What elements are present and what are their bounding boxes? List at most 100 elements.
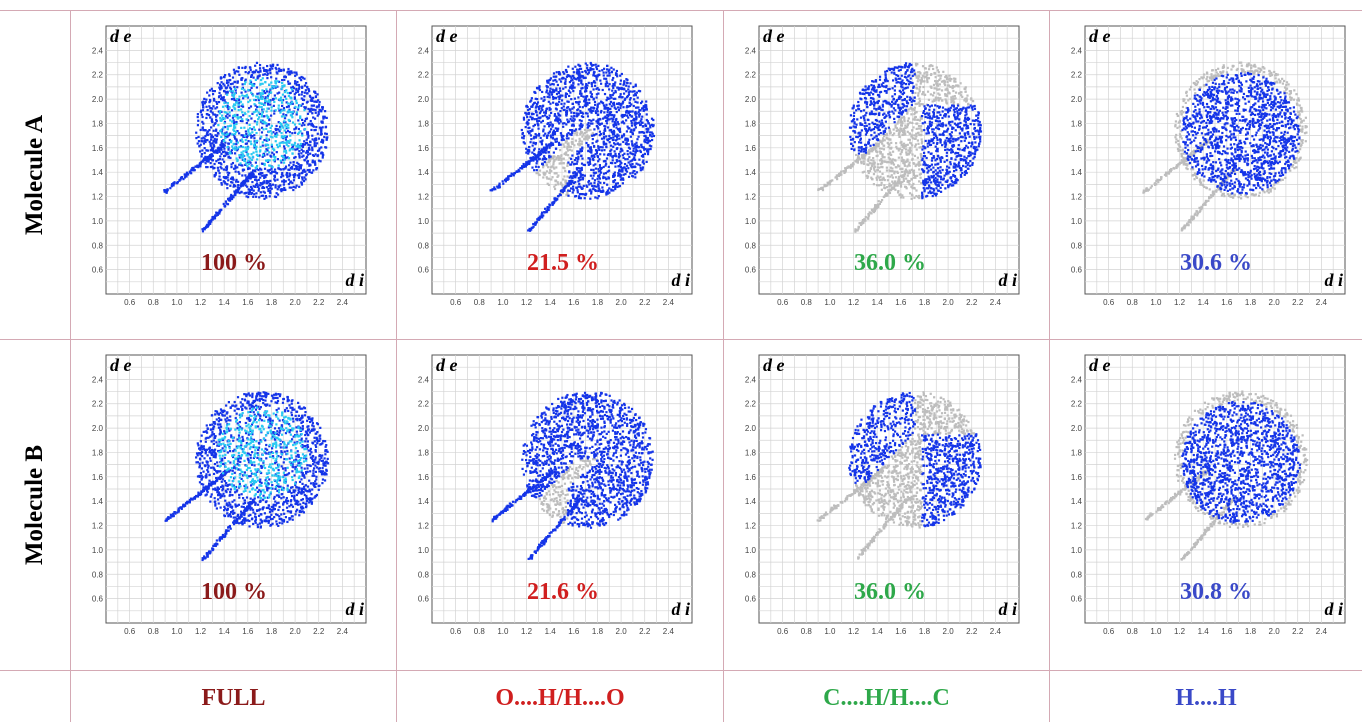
x-tick-label: 1.8 — [266, 298, 278, 307]
scatter-point-grey — [872, 210, 874, 212]
scatter-point-blue — [226, 79, 228, 81]
scatter-point-grey — [829, 183, 831, 185]
scatter-point-grey — [868, 156, 870, 158]
scatter-point-blue — [624, 98, 626, 100]
scatter-point-cyan — [244, 160, 246, 162]
scatter-point-grey — [881, 178, 883, 180]
scatter-point-grey — [563, 158, 565, 160]
scatter-point-blue — [549, 124, 551, 126]
scatter-point-cyan — [223, 140, 225, 142]
scatter-point-blue — [608, 192, 610, 194]
scatter-point-cyan — [227, 102, 229, 104]
scatter-point-grey — [889, 132, 891, 134]
scatter-point-blue — [574, 163, 576, 165]
scatter-point-blue — [625, 85, 627, 87]
scatter-point-blue — [593, 80, 595, 82]
scatter-point-blue — [225, 176, 227, 178]
scatter-point-blue — [233, 186, 235, 188]
scatter-point-blue — [269, 183, 271, 185]
scatter-point-blue — [254, 186, 256, 188]
scatter-point-grey — [881, 153, 883, 155]
scatter-point-blue — [528, 119, 530, 121]
scatter-point-blue — [213, 163, 215, 165]
scatter-point-cyan — [287, 124, 289, 126]
scatter-point-cyan — [291, 88, 293, 90]
scatter-point-blue — [603, 173, 605, 175]
scatter-point-blue — [251, 176, 253, 178]
scatter-point-blue — [626, 110, 628, 112]
scatter-point-blue — [549, 115, 551, 117]
scatter-point-blue — [566, 107, 568, 109]
scatter-point-cyan — [294, 142, 296, 144]
scatter-point-grey — [897, 148, 899, 150]
scatter-point-blue — [305, 142, 307, 144]
scatter-point-blue — [579, 124, 581, 126]
scatter-point-grey — [878, 167, 880, 169]
scatter-point-blue — [264, 92, 266, 94]
scatter-point-blue — [587, 115, 589, 117]
scatter-point-blue — [207, 109, 209, 111]
scatter-point-grey — [875, 204, 877, 206]
scatter-point-grey — [850, 165, 852, 167]
scatter-point-blue — [570, 181, 572, 183]
scatter-point-grey — [549, 169, 551, 171]
scatter-point-blue — [608, 114, 610, 116]
scatter-point-grey — [886, 194, 888, 196]
scatter-point-blue — [294, 93, 296, 95]
scatter-point-grey — [913, 174, 915, 176]
scatter-point-blue — [631, 175, 633, 177]
scatter-point-blue — [562, 126, 564, 128]
scatter-point-blue — [309, 108, 311, 110]
scatter-point-grey — [884, 194, 886, 196]
scatter-point-blue — [581, 169, 583, 171]
scatter-point-cyan — [259, 84, 261, 86]
scatter-point-grey — [899, 127, 901, 129]
scatter-point-blue — [266, 74, 268, 76]
scatter-point-blue — [613, 98, 615, 100]
scatter-point-blue — [581, 115, 583, 117]
scatter-point-blue — [613, 116, 615, 118]
scatter-point-cyan — [245, 149, 247, 151]
scatter-point-blue — [229, 185, 231, 187]
scatter-point-blue — [259, 176, 261, 178]
scatter-point-cyan — [261, 89, 263, 91]
scatter-point-grey — [911, 187, 913, 189]
scatter-point-grey — [888, 169, 890, 171]
scatter-point-blue — [324, 146, 326, 148]
scatter-point-grey — [581, 136, 583, 138]
scatter-point-blue — [288, 179, 290, 181]
scatter-point-blue — [610, 145, 612, 147]
scatter-point-blue — [218, 92, 220, 94]
scatter-point-grey — [938, 88, 940, 90]
scatter-point-grey — [917, 119, 919, 121]
scatter-point-blue — [555, 75, 557, 77]
scatter-point-blue — [607, 154, 609, 156]
scatter-point-blue — [512, 173, 514, 175]
scatter-point-grey — [916, 148, 918, 150]
scatter-point-blue — [578, 79, 580, 81]
scatter-point-blue — [266, 149, 268, 151]
scatter-point-cyan — [270, 91, 272, 93]
scatter-point-blue — [303, 78, 305, 80]
scatter-point-blue — [213, 167, 215, 169]
scatter-point-blue — [287, 130, 289, 132]
scatter-point-blue — [254, 175, 256, 177]
scatter-point-blue — [614, 188, 616, 190]
scatter-point-blue — [257, 75, 259, 77]
scatter-point-blue — [233, 168, 235, 170]
scatter-point-grey — [951, 98, 953, 100]
scatter-point-blue — [631, 163, 633, 165]
scatter-point-blue — [219, 158, 221, 160]
scatter-point-blue — [635, 116, 637, 118]
scatter-point-blue — [274, 133, 276, 135]
scatter-point-blue — [586, 67, 588, 69]
scatter-point-grey — [879, 147, 881, 149]
scatter-point-grey — [904, 165, 906, 167]
scatter-point-blue — [262, 182, 264, 184]
scatter-point-blue — [531, 97, 533, 99]
scatter-point-blue — [569, 190, 571, 192]
scatter-point-blue — [291, 132, 293, 134]
scatter-point-cyan — [260, 102, 262, 104]
scatter-point-blue — [624, 137, 626, 139]
scatter-point-blue — [621, 96, 623, 98]
